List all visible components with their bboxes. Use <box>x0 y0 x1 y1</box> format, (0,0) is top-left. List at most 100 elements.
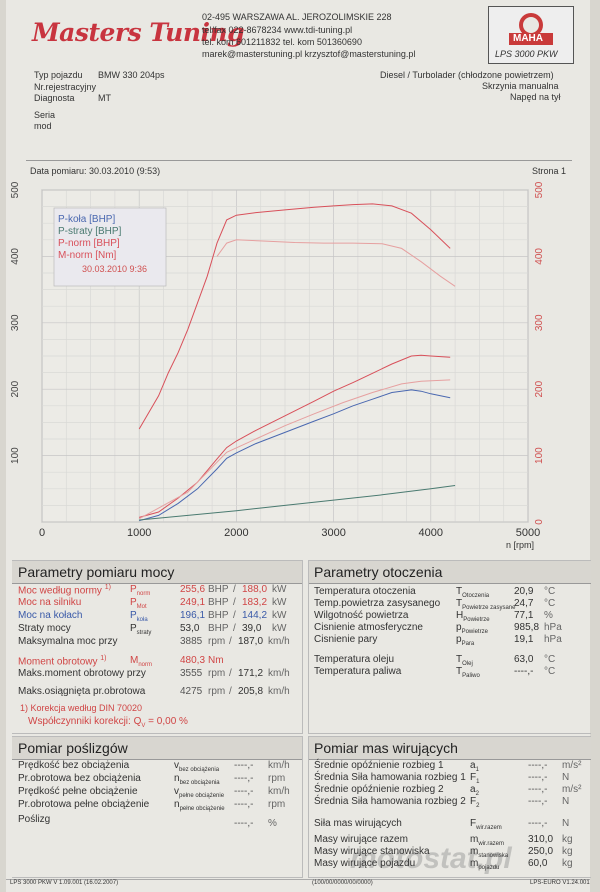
ambient-row-symbol: HPowietrze <box>456 610 490 623</box>
power-row-kw: 144,2 <box>242 610 268 621</box>
ambient-row-unit: °C <box>544 598 556 609</box>
ambient-row-unit: °C <box>544 586 556 597</box>
slip-row-value: ----,- <box>234 760 254 771</box>
y-tick-label-left: 500 <box>10 181 21 198</box>
ambient-row-label: Cisnienie atmosferyczne <box>314 622 423 633</box>
mass-total-value: 60,0 <box>528 858 548 869</box>
maha-badge-text: MAHA <box>513 33 543 44</box>
series-line <box>139 389 451 522</box>
torque-value: 480,3 <box>180 655 206 666</box>
slip-row-symbol: nbez obciążenia <box>174 773 220 786</box>
vehicle-reg-label: Nr.rejestracyjny <box>34 82 97 92</box>
mass-total-value: 310,0 <box>528 834 554 845</box>
series-line <box>138 203 451 430</box>
power-row-symbol: Pkoła <box>130 610 148 623</box>
contact-line-2: tel/fax 022-8678234 www.tdi-tuning.pl <box>202 25 353 35</box>
torque-label: Moment obrotowy 1) <box>18 655 107 668</box>
x-tick-label: 4000 <box>419 527 443 539</box>
address: 02-495 WARSZAWA AL. JEROZOLIMSKIE 228 <box>202 12 392 22</box>
slip-row-unit: km/h <box>268 786 290 797</box>
ambient-temp-label: Temperatura oleju <box>314 654 395 665</box>
mass-row-symbol: a1 <box>470 760 479 773</box>
mass-total-label: Masy wirujące pojazdu <box>314 858 416 869</box>
power-row-symbol: Pnorm <box>130 584 151 597</box>
slip-row-label: Pr.obrotowa pełne obciążenie <box>18 799 150 810</box>
series-line <box>216 239 456 287</box>
power-row-kw-unit: kW <box>272 623 287 634</box>
power-row-kw-unit: kW <box>272 584 287 595</box>
power-row-kw: 188,0 <box>242 584 268 595</box>
power-row-bhp-unit: BHP <box>208 623 229 634</box>
mass-force-label: Siła mas wirujących <box>314 818 402 829</box>
mass-total-symbol: mwir.razem <box>470 834 505 847</box>
ambient-temp-symbol: TPaliwo <box>456 666 480 679</box>
legend-box <box>53 207 167 287</box>
maha-logo-box: MAHA LPS 3000 PKW <box>488 6 574 64</box>
max-power-speed-unit: km/h <box>268 636 290 647</box>
max-rpm-unit: rpm <box>208 686 226 697</box>
power-row-sep: / <box>233 584 236 595</box>
y-tick-label-left: 200 <box>10 380 21 397</box>
ambient-temp-value: ----,- <box>514 666 534 677</box>
mass-row-label: Średnia Siła hamowania rozbieg 1 <box>314 772 466 783</box>
dyno-report-sheet: Masters Tuning 02-495 WARSZAWA AL. JEROZ… <box>6 0 591 892</box>
ambient-temp-symbol: TOlej <box>456 654 473 667</box>
mass-row-value: ----,- <box>528 784 548 795</box>
y-tick-label-right: 500 <box>534 181 545 198</box>
y-tick-label-right: 400 <box>534 248 545 265</box>
ambient-params-panel <box>308 560 591 734</box>
mass-total-unit: kg <box>562 846 573 857</box>
power-params-panel <box>12 560 303 734</box>
diagnostician-value: MT <box>98 93 111 103</box>
slip-row-value: ----,- <box>234 786 254 797</box>
max-rpm-speed: 205,8 <box>238 686 264 697</box>
max-rpm-value: 4275 <box>180 686 203 697</box>
mass-row-value: ----,- <box>528 760 548 771</box>
ambient-row-symbol: TPowietrze zasysane <box>456 598 516 611</box>
power-row-label: Moc na kołach <box>18 610 83 621</box>
x-tick-label: 1000 <box>127 527 151 539</box>
ambient-row-symbol: TOtoczenia <box>456 586 490 599</box>
ambient-row-symbol: pPara <box>456 634 475 647</box>
y-tick-label-right: 100 <box>534 447 545 464</box>
series-line <box>138 379 451 520</box>
slip-row-label: Prędkość bez obciążenia <box>18 760 130 771</box>
mass-row-label: Średnie opóźnienie rozbieg 1 <box>314 760 444 771</box>
slip-unit: % <box>268 818 277 829</box>
mass-row-unit: m/s² <box>562 760 582 771</box>
mass-row-unit: N <box>562 772 570 783</box>
slip-row-symbol: vbez obciążenia <box>174 760 220 773</box>
contact-line-4: marek@masterstuning.pl krzysztof@masters… <box>202 49 416 59</box>
power-row-bhp: 255,6 <box>180 584 206 595</box>
legend-entry: M-norm [Nm] <box>58 250 117 261</box>
divider <box>26 160 572 161</box>
slip-row-value: ----,- <box>234 799 254 810</box>
power-row-kw: 39,0 <box>242 623 262 634</box>
maha-model: LPS 3000 PKW <box>495 49 558 59</box>
max-power-rpm-unit: rpm <box>208 636 226 647</box>
power-row-sep: / <box>233 623 236 634</box>
power-params-title: Parametry pomiaru mocy <box>18 564 175 580</box>
y-tick-label-left: 300 <box>10 314 21 331</box>
rotating-mass-panel <box>308 736 591 878</box>
rotating-mass-title: Pomiar mas wirujących <box>314 740 458 756</box>
slip-panel <box>12 736 303 878</box>
ambient-temp-label: Temperatura paliwa <box>314 666 402 677</box>
power-row-bhp-unit: BHP <box>208 597 229 608</box>
legend-entry: P-straty [BHP] <box>58 226 122 237</box>
y-tick-label-right: 300 <box>534 314 545 331</box>
slip-row-value: ----,- <box>234 773 254 784</box>
ambient-row-unit: hPa <box>544 622 562 633</box>
max-torque-label: Maks.moment obrotowy przy <box>18 668 146 679</box>
ambient-row-value: 19,1 <box>514 634 534 645</box>
mass-total-symbol: mpojazdu <box>470 858 500 871</box>
max-torque-rpm: 3555 <box>180 668 203 679</box>
footer-code: (100/00/0000/00/0000) <box>312 880 373 886</box>
power-row-label: Moc na silniku <box>18 597 82 608</box>
mass-total-unit: kg <box>562 834 573 845</box>
vehicle-type-value: BMW 330 204ps <box>98 70 165 80</box>
diagnostician-label: Diagnosta <box>34 93 75 103</box>
legend-date: 30.03.2010 9:36 <box>82 264 147 274</box>
ambient-temp-unit: °C <box>544 666 556 677</box>
